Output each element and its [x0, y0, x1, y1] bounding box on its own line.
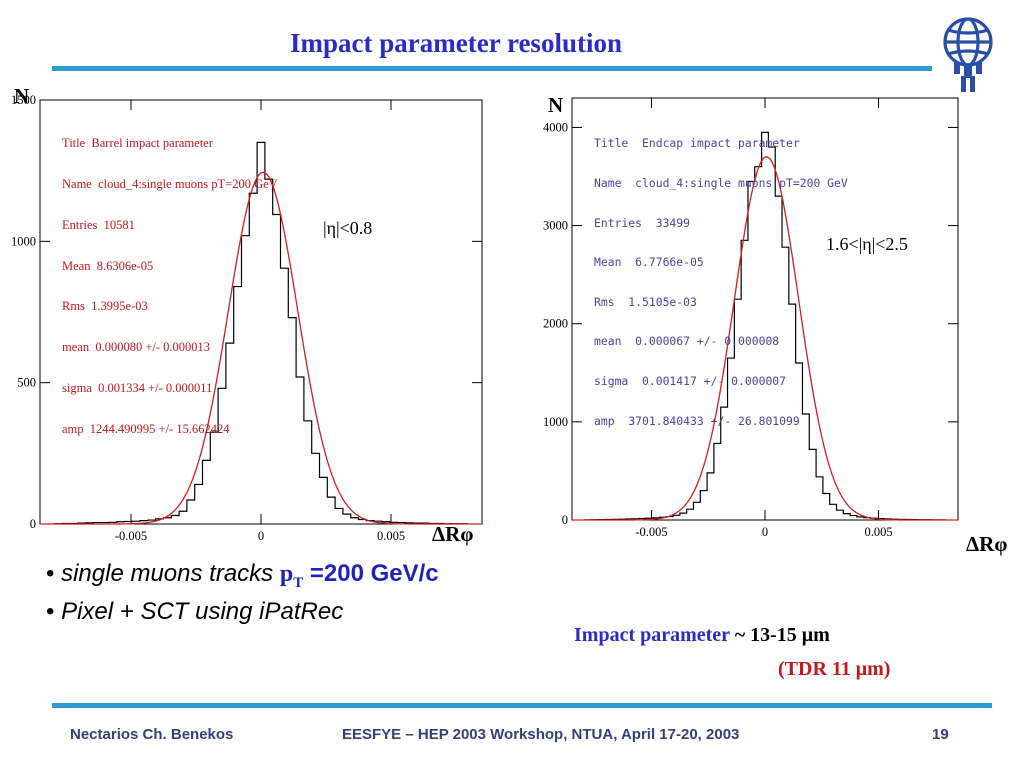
histogram-bin — [335, 508, 343, 524]
stat-line: Rms 1.3995e-03 — [62, 299, 148, 314]
tdr-reference: (TDR 11 μm) — [778, 658, 891, 680]
histogram-bin — [288, 318, 296, 524]
stat-line: sigma 0.001334 +/- 0.000011 — [62, 380, 213, 395]
stat-line: Mean 8.6306e-05 — [62, 258, 154, 273]
histogram-bin — [164, 518, 172, 524]
left-y-axis-label: N — [14, 84, 30, 108]
stat-line: Entries 33499 — [594, 215, 691, 230]
x-tick-label: -0.005 — [635, 525, 667, 539]
right-x-axis-label: ΔRφ — [966, 532, 1008, 556]
histogram-bin — [171, 516, 179, 524]
histogram-bin — [327, 497, 335, 524]
y-tick-label: 1000 — [543, 415, 568, 429]
left-histogram — [53, 141, 469, 525]
y-tick-label: 0 — [30, 517, 36, 531]
footer-divider — [52, 703, 992, 708]
right-y-axis-label: N — [548, 93, 564, 117]
stat-line: Mean 6.7766e-05 — [594, 255, 704, 270]
histogram-bin — [823, 494, 830, 520]
histogram-bin — [179, 511, 187, 524]
right-stats-box: Title Endcap impact parameter Name cloud… — [594, 111, 848, 441]
left-stats-box: Title Barrel impact parameter Name cloud… — [62, 110, 278, 450]
histogram-bin — [281, 268, 289, 524]
footer-event: EESFYE – HEP 2003 Workshop, NTUA, April … — [342, 726, 740, 743]
histogram-bin — [850, 516, 857, 520]
result-text: Impact parameter ~ 13-15 μm — [574, 624, 830, 646]
footer-author: Nectarios Ch. Benekos — [70, 726, 234, 743]
histogram-bin — [351, 518, 359, 524]
right-region-label: 1.6<|η|<2.5 — [826, 234, 908, 254]
stat-line: Name cloud_4:single muons pT=200 GeV — [62, 176, 278, 191]
histogram-bin — [296, 377, 304, 524]
right-gaussian-fit-line — [572, 156, 958, 521]
histogram-bin — [312, 453, 320, 524]
histogram-bin — [687, 509, 694, 520]
stat-line: sigma 0.001417 +/- 0.000007 — [594, 374, 787, 389]
histogram-bin — [359, 519, 367, 524]
title-divider — [52, 66, 932, 71]
left-x-axis-label: ΔRφ — [432, 522, 474, 546]
histogram-bin — [195, 484, 203, 524]
histogram-bin — [816, 477, 823, 520]
slide-title: Impact parameter resolution — [290, 28, 622, 58]
stat-line: mean 0.000080 +/- 0.000013 — [62, 340, 211, 355]
bullet-item: • single muons tracks pT =200 GeV/c — [46, 560, 439, 591]
stat-line: amp 3701.840433 +/- 26.801099 — [594, 413, 800, 428]
stat-line: mean 0.000067 +/- 0.000008 — [594, 334, 780, 349]
y-tick-label: 500 — [17, 376, 36, 390]
histogram-bin — [680, 513, 687, 520]
x-tick-label: 0 — [258, 529, 264, 543]
histogram-bin — [830, 504, 837, 520]
histogram-bin — [693, 502, 700, 520]
y-tick-label: 1000 — [11, 234, 36, 248]
atlas-globe-icon — [943, 17, 993, 92]
histogram-bin — [700, 491, 707, 520]
histogram-bin — [809, 449, 816, 520]
y-tick-label: 1500 — [11, 93, 36, 107]
stat-line: amp 1244.490995 +/- 15.662424 — [62, 421, 230, 436]
left-gaussian-fit-line — [40, 171, 482, 525]
stat-line: Title Barrel impact parameter — [62, 136, 213, 151]
stat-line: Name cloud_4:single muons pT=200 GeV — [594, 176, 848, 191]
stat-line: Rms 1.5105e-03 — [594, 294, 697, 309]
x-tick-label: 0.005 — [864, 525, 892, 539]
histogram-bin — [714, 443, 721, 520]
x-tick-label: -0.005 — [115, 529, 147, 543]
histogram-bin — [837, 510, 844, 520]
y-tick-label: 0 — [562, 513, 568, 527]
footer-page: 19 — [932, 726, 949, 743]
bullet-item: • Pixel + SCT using iPatRec — [46, 597, 344, 625]
histogram-bin — [343, 514, 351, 524]
x-tick-label: 0 — [762, 525, 768, 539]
histogram-bin — [304, 421, 312, 524]
stat-line: Entries 10581 — [62, 217, 135, 232]
histogram-bin — [673, 515, 680, 520]
y-tick-label: 3000 — [543, 219, 568, 233]
y-tick-label: 4000 — [543, 120, 568, 134]
histogram-bin — [843, 514, 850, 520]
histogram-bin — [707, 473, 714, 520]
histogram-bin — [320, 477, 328, 524]
x-tick-label: 0.005 — [377, 529, 405, 543]
bullet-list: • single muons tracks pT =200 GeV/c • Pi… — [46, 560, 439, 626]
left-region-label: |η|<0.8 — [323, 218, 373, 238]
histogram-bin — [187, 500, 195, 524]
y-tick-label: 2000 — [543, 317, 568, 331]
right-histogram — [583, 131, 947, 521]
histogram-bin — [203, 460, 211, 524]
stat-line: Title Endcap impact parameter — [594, 136, 800, 151]
